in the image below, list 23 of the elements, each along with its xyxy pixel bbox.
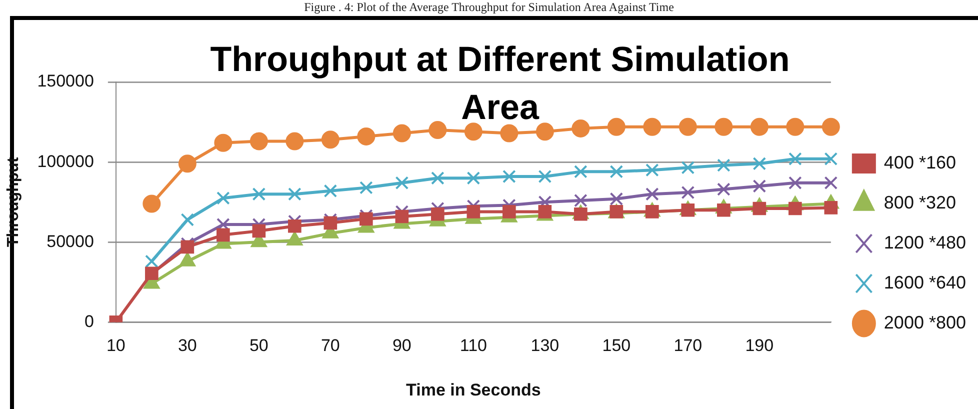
x-tick-label: 30 — [178, 336, 197, 356]
y-axis-title: Throughput — [5, 156, 22, 247]
y-tick-label: 0 — [84, 312, 94, 331]
x-tick-label: 150 — [602, 336, 631, 356]
y-tick-label: 50000 — [46, 232, 94, 251]
legend-label: 2000 *800 — [884, 312, 966, 332]
x-tick-label: 130 — [530, 336, 560, 356]
chart-title: Throughput at Different Simulation Area — [209, 39, 791, 129]
x-tick-label: 170 — [674, 336, 702, 356]
x-tick-label: 90 — [392, 336, 412, 356]
x-tick-label: 10 — [106, 336, 126, 356]
y-tick-label: 100000 — [37, 152, 94, 171]
x-tick-label: 50 — [249, 336, 268, 356]
text: Figure . 4: Plot of the Average Throughput for Simulation Area Against Time — [303, 0, 675, 15]
x-tick-label: 190 — [745, 336, 774, 356]
x-axis-title: Time in Seconds — [406, 380, 541, 400]
legend-label: 800 *320 — [884, 192, 956, 212]
y-tick-label: 150000 — [37, 72, 94, 91]
x-tick-label: 110 — [460, 336, 487, 356]
legend-label: 1200 *480 — [884, 232, 966, 252]
x-tick-label: 70 — [320, 336, 340, 356]
legend-label: 400 *160 — [884, 152, 956, 172]
legend-label: 1600 *640 — [884, 272, 966, 292]
